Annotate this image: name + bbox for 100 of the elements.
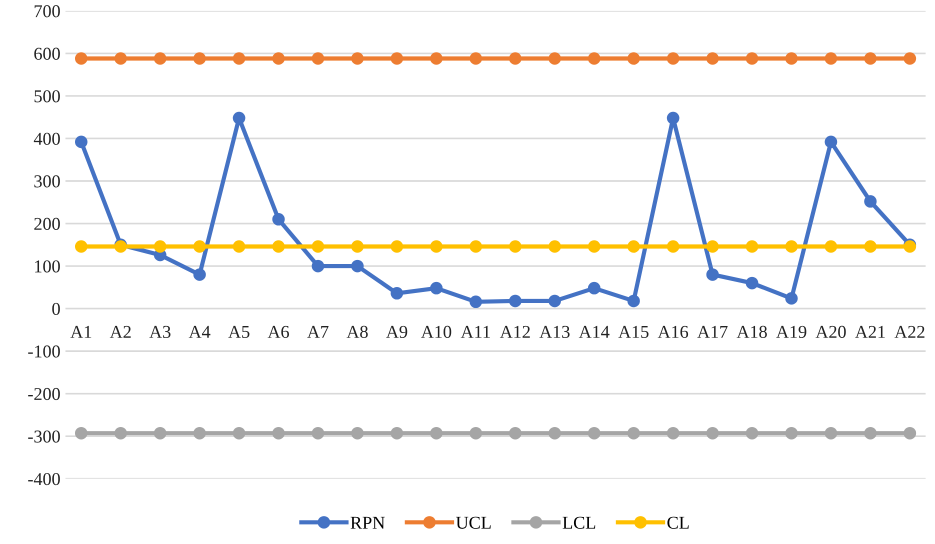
point xyxy=(470,296,482,308)
point xyxy=(232,112,246,124)
point xyxy=(627,294,640,308)
y-tick-label: 200 xyxy=(34,218,60,230)
point xyxy=(706,426,719,440)
point xyxy=(864,240,877,253)
point xyxy=(666,426,680,440)
x-tick-label: A10 xyxy=(420,326,452,338)
y-tick-label: -200 xyxy=(28,388,60,400)
point xyxy=(864,426,877,440)
point xyxy=(824,52,838,65)
point xyxy=(627,52,640,65)
point xyxy=(232,240,246,253)
point xyxy=(470,426,482,440)
point xyxy=(904,52,916,65)
y-tick-label: 100 xyxy=(35,260,60,273)
x-tick-label: A17 xyxy=(697,326,728,338)
point xyxy=(548,52,561,65)
point xyxy=(785,240,798,253)
legend-label: UCL xyxy=(456,516,491,529)
x-tick-label: A21 xyxy=(855,326,885,338)
point xyxy=(272,52,285,65)
y-tick-label: 300 xyxy=(34,175,60,188)
point xyxy=(74,52,88,65)
point xyxy=(154,52,166,65)
x-tick-label: A4 xyxy=(188,326,210,338)
point xyxy=(548,240,561,253)
x-tick-label: A19 xyxy=(776,326,806,338)
point xyxy=(272,426,285,440)
point xyxy=(627,240,640,253)
point xyxy=(706,240,719,253)
point xyxy=(193,240,206,253)
point xyxy=(390,426,404,440)
point xyxy=(666,240,680,253)
y-tick-label: -300 xyxy=(28,430,60,443)
point xyxy=(627,426,640,440)
point xyxy=(588,282,600,294)
x-tick-label: A1 xyxy=(70,326,92,338)
point xyxy=(193,268,206,281)
x-tick-label: A12 xyxy=(500,326,530,338)
y-tick-label: -100 xyxy=(28,345,60,358)
point xyxy=(312,426,324,440)
x-tick-label: A6 xyxy=(268,326,290,338)
x-tick-label: A3 xyxy=(149,326,170,338)
point xyxy=(746,52,758,65)
point xyxy=(588,426,600,440)
point xyxy=(666,112,680,124)
point xyxy=(548,426,561,440)
x-tick-label: A8 xyxy=(346,326,368,338)
point xyxy=(351,260,364,272)
point xyxy=(785,52,798,65)
point xyxy=(430,240,443,253)
y-tick-label: 600 xyxy=(34,48,60,60)
point xyxy=(824,240,838,253)
y-tick-label: 700 xyxy=(34,5,60,18)
point xyxy=(430,282,443,294)
x-tick-label: A5 xyxy=(228,326,250,338)
x-tick-label: A22 xyxy=(894,326,924,338)
point xyxy=(272,240,285,253)
point xyxy=(824,426,838,440)
point xyxy=(272,213,285,226)
point xyxy=(588,240,600,253)
x-tick-label: A7 xyxy=(307,326,328,338)
point xyxy=(904,426,916,440)
x-tick-label: A20 xyxy=(816,326,846,338)
point xyxy=(312,240,324,253)
point xyxy=(588,52,600,65)
legend-label: CL xyxy=(667,516,689,529)
point xyxy=(351,240,364,253)
point xyxy=(74,240,88,253)
point xyxy=(864,52,877,65)
point xyxy=(509,294,522,308)
point xyxy=(114,52,127,65)
point xyxy=(706,268,719,281)
x-tick-label: A13 xyxy=(539,326,570,338)
point xyxy=(390,52,404,65)
point xyxy=(509,52,522,65)
point xyxy=(390,240,404,253)
point xyxy=(785,426,798,440)
point xyxy=(746,240,758,253)
point xyxy=(548,294,561,308)
point xyxy=(470,240,482,253)
y-tick-label: 0 xyxy=(52,302,60,316)
point xyxy=(312,52,324,65)
point xyxy=(746,276,758,290)
x-tick-label: A11 xyxy=(460,326,490,338)
point xyxy=(509,240,522,253)
x-tick-label: A9 xyxy=(386,326,408,338)
point xyxy=(509,426,522,440)
y-tick-label: 400 xyxy=(34,132,60,145)
point xyxy=(430,426,443,440)
legend-label: RPN xyxy=(350,516,385,529)
x-tick-label: A14 xyxy=(578,326,610,338)
x-tick-label: A18 xyxy=(736,326,767,338)
point xyxy=(232,426,246,440)
point xyxy=(74,426,88,440)
point xyxy=(785,292,798,305)
x-tick-label: A15 xyxy=(618,326,648,338)
y-tick-label: 500 xyxy=(34,90,60,102)
x-tick-label: A2 xyxy=(110,326,131,338)
